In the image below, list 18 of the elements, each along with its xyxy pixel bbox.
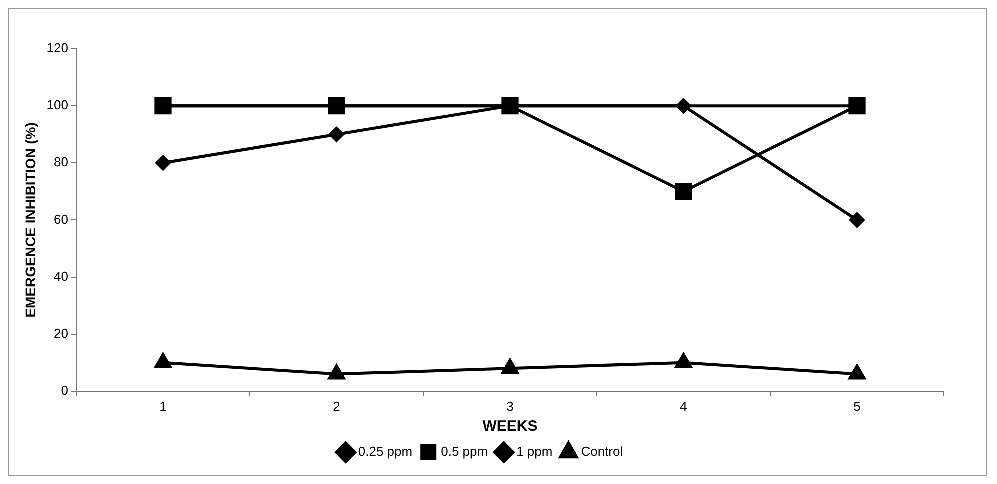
y-tick-label: 60 — [54, 212, 68, 227]
y-tick-label: 100 — [46, 98, 68, 113]
y-tick-label: 120 — [46, 40, 68, 56]
x-tick-label: 2 — [333, 398, 340, 414]
legend-label: 0.5 ppm — [441, 444, 488, 460]
legend-label: 1 ppm — [516, 444, 553, 460]
x-tick-label: 1 — [160, 398, 167, 414]
legend-label: 0.25 ppm — [358, 444, 413, 460]
legend-label: Control — [581, 444, 624, 460]
x-tick-label: 4 — [680, 398, 688, 414]
x-tick-label: 3 — [506, 398, 514, 414]
x-axis-title: WEEKS — [482, 418, 538, 436]
y-tick-label: 0 — [61, 382, 68, 398]
y-tick-label: 20 — [54, 326, 68, 341]
y-tick-label: 40 — [54, 268, 68, 284]
x-tick-label: 5 — [854, 398, 861, 414]
y-axis-title: EMERGENCE INHIBITION (%) — [22, 122, 38, 318]
y-tick-label: 80 — [54, 154, 68, 170]
